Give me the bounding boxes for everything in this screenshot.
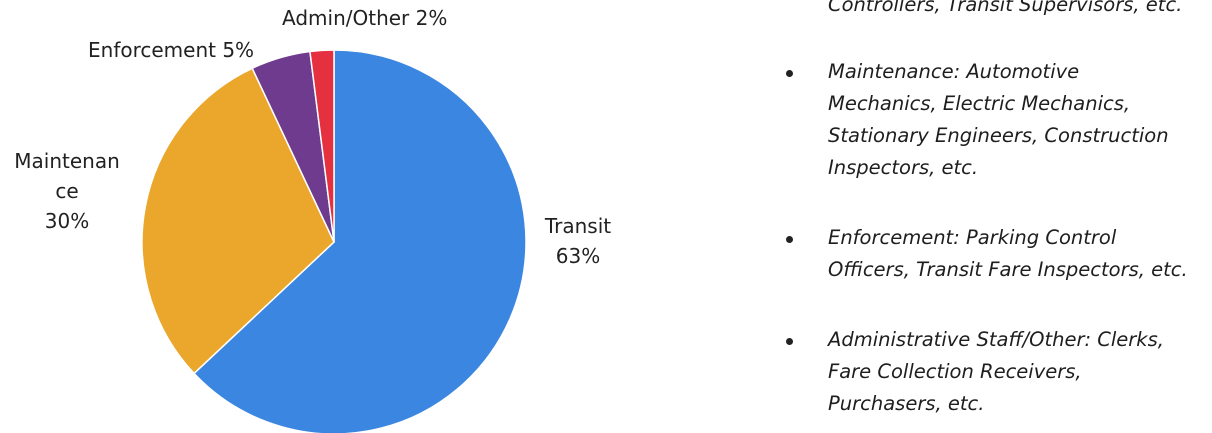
slice-label-admin-text: Admin/Other 2%: [282, 6, 448, 30]
bullet-0-line-0: Controllers, Transit Supervisors, etc.: [828, 0, 1183, 16]
slice-label-maintenance-line-1: Maintenan: [14, 149, 120, 173]
bullet-3-line-1: Fare Collection Receivers,: [828, 360, 1082, 383]
bullet-3-line-2: Purchasers, etc.: [828, 392, 985, 415]
bullet-3-dot: [786, 338, 793, 345]
bullet-1-line-1: Mechanics, Electric Mechanics,: [828, 92, 1131, 115]
bullet-2-dot: [786, 236, 793, 243]
bullet-2-line-0: Enforcement: Parking Control: [828, 226, 1117, 249]
bullet-1-line-2: Stationary Engineers, Construction: [828, 124, 1169, 147]
pie-slice-admin-other: [309, 49, 335, 243]
slice-label-maintenance-percent: 30%: [44, 209, 90, 233]
slice-label-transit: Transit 63%: [530, 211, 626, 271]
pie-slice-maintenance: [141, 67, 335, 375]
slice-label-maintenance: Maintenan ce 30%: [8, 146, 126, 236]
bullet-1-line-0: Maintenance: Automotive: [828, 60, 1080, 83]
bullet-2-line-1: Officers, Transit Fare Inspectors, etc.: [828, 258, 1188, 281]
bullet-3-line-0: Administrative Staff/Other: Clerks,: [828, 328, 1164, 351]
bullet-1-line-3: Inspectors, etc.: [828, 156, 979, 179]
bullet-1-dot: [786, 70, 793, 77]
slice-label-transit-percent: 63%: [555, 244, 601, 268]
slice-label-enforcement: Enforcement 5%: [88, 35, 254, 65]
slice-label-admin: Admin/Other 2%: [282, 3, 447, 33]
pie-slice-transit: [192, 49, 527, 433]
slice-label-enforcement-text: Enforcement 5%: [88, 38, 255, 62]
slice-label-maintenance-line-2: ce: [55, 179, 79, 203]
slice-label-transit-name: Transit: [544, 214, 612, 238]
